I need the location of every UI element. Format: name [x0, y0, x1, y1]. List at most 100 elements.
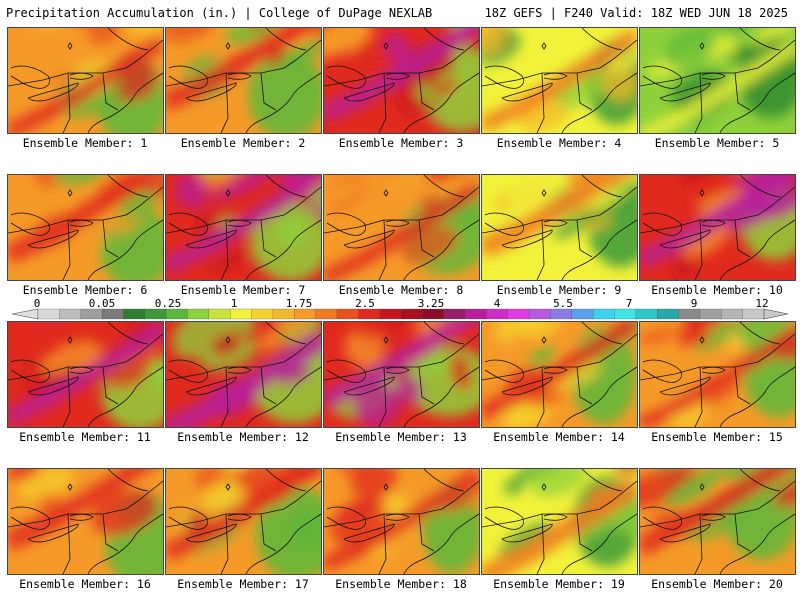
- ensemble-map-panel: [481, 27, 638, 134]
- colorbar-swatch: [699, 308, 722, 320]
- colorbar-swatch: [742, 308, 765, 320]
- map-boundaries: [640, 322, 795, 427]
- ensemble-map-panel: [323, 321, 480, 428]
- colorbar-swatch: [571, 308, 594, 320]
- colorbar: [11, 308, 789, 320]
- ensemble-member-label: Ensemble Member: 15: [651, 430, 783, 444]
- ensemble-member-label: Ensemble Member: 3: [338, 136, 464, 150]
- colorbar-tick-label: 0.05: [88, 297, 116, 310]
- ensemble-map-panel: [639, 27, 796, 134]
- colorbar-tick-label: 9: [690, 297, 698, 310]
- ensemble-map-panel: [165, 174, 322, 281]
- colorbar-swatch: [251, 308, 274, 320]
- map-boundaries: [8, 322, 163, 427]
- ensemble-member-label: Ensemble Member: 10: [651, 283, 783, 297]
- map-boundaries: [324, 175, 479, 280]
- ensemble-member-label: Ensemble Member: 9: [496, 283, 622, 297]
- ensemble-member-label: Ensemble Member: 1: [22, 136, 148, 150]
- map-boundaries: [166, 322, 321, 427]
- ensemble-member-label: Ensemble Member: 11: [19, 430, 151, 444]
- map-boundaries: [8, 175, 163, 280]
- colorbar-tick-label: 7: [625, 297, 633, 310]
- colorbar-tick-label: 2.5: [355, 297, 375, 310]
- ensemble-member-label: Ensemble Member: 7: [180, 283, 306, 297]
- map-boundaries: [640, 28, 795, 133]
- ensemble-map-panel: [7, 27, 164, 134]
- colorbar-tick-label: 1: [230, 297, 238, 310]
- ensemble-map-panel: [7, 174, 164, 281]
- ensemble-map-panel: [639, 468, 796, 575]
- colorbar-swatch: [657, 308, 680, 320]
- ensemble-map-panel: [481, 321, 638, 428]
- colorbar-tick-label: 0.25: [154, 297, 182, 310]
- colorbar-tick-label: 1.75: [285, 297, 313, 310]
- colorbar-swatch: [208, 308, 231, 320]
- ensemble-map-panel: [165, 27, 322, 134]
- ensemble-map-panel: [481, 468, 638, 575]
- ensemble-member-label: Ensemble Member: 6: [22, 283, 148, 297]
- map-boundaries: [482, 322, 637, 427]
- colorbar-swatch: [358, 308, 381, 320]
- colorbar-swatch: [593, 308, 615, 320]
- colorbar-swatch: [336, 308, 359, 320]
- colorbar-tick-label: 0: [33, 297, 41, 310]
- map-boundaries: [482, 175, 637, 280]
- colorbar-swatch: [379, 308, 402, 320]
- colorbar-swatch: [507, 308, 530, 320]
- colorbar-tick-label: 3.25: [417, 297, 445, 310]
- colorbar-swatch: [37, 308, 60, 320]
- colorbar-swatch: [400, 308, 423, 320]
- ensemble-map-panel: [323, 468, 480, 575]
- colorbar-swatch: [315, 308, 338, 320]
- ensemble-map-panel: [165, 321, 322, 428]
- colorbar-swatch: [528, 308, 551, 320]
- colorbar-swatch: [422, 308, 445, 320]
- ensemble-map-panel: [7, 468, 164, 575]
- colorbar-swatch: [123, 308, 146, 320]
- map-boundaries: [8, 469, 163, 574]
- ensemble-map-panel: [481, 174, 638, 281]
- map-boundaries: [324, 322, 479, 427]
- colorbar-tick-label: 4: [493, 297, 501, 310]
- colorbar-swatch: [272, 308, 295, 320]
- ensemble-member-label: Ensemble Member: 5: [654, 136, 780, 150]
- run-info: 18Z GEFS | F240 Valid: 18Z WED JUN 18 20…: [484, 6, 788, 20]
- colorbar-swatch: [230, 308, 252, 320]
- ensemble-map-panel: [639, 321, 796, 428]
- ensemble-member-label: Ensemble Member: 18: [335, 577, 467, 591]
- ensemble-map-panel: [323, 174, 480, 281]
- colorbar-swatch: [635, 308, 658, 320]
- ensemble-member-label: Ensemble Member: 12: [177, 430, 309, 444]
- colorbar-arrow-left: [11, 308, 39, 320]
- colorbar-swatch: [614, 308, 637, 320]
- ensemble-member-label: Ensemble Member: 8: [338, 283, 464, 297]
- ensemble-member-label: Ensemble Member: 2: [180, 136, 306, 150]
- colorbar-tick-label: 5.5: [553, 297, 573, 310]
- map-boundaries: [8, 28, 163, 133]
- colorbar-swatch: [165, 308, 188, 320]
- ensemble-member-label: Ensemble Member: 19: [493, 577, 625, 591]
- map-boundaries: [166, 175, 321, 280]
- ensemble-member-label: Ensemble Member: 4: [496, 136, 622, 150]
- colorbar-tick-label: 12: [755, 297, 769, 310]
- map-boundaries: [166, 469, 321, 574]
- colorbar-swatch: [294, 308, 317, 320]
- ensemble-member-label: Ensemble Member: 14: [493, 430, 625, 444]
- colorbar-swatch: [464, 308, 487, 320]
- colorbar-swatch: [550, 308, 573, 320]
- ensemble-member-label: Ensemble Member: 20: [651, 577, 783, 591]
- colorbar-swatch: [101, 308, 124, 320]
- colorbar-swatch: [144, 308, 167, 320]
- map-boundaries: [640, 175, 795, 280]
- ensemble-map-panel: [7, 321, 164, 428]
- colorbar-arrow-right: [763, 308, 789, 320]
- map-boundaries: [166, 28, 321, 133]
- ensemble-map-panel: [165, 468, 322, 575]
- map-boundaries: [640, 469, 795, 574]
- map-boundaries: [324, 28, 479, 133]
- ensemble-member-label: Ensemble Member: 13: [335, 430, 467, 444]
- colorbar-swatch: [678, 308, 701, 320]
- map-boundaries: [482, 28, 637, 133]
- ensemble-map-panel: [639, 174, 796, 281]
- ensemble-map-panel: [323, 27, 480, 134]
